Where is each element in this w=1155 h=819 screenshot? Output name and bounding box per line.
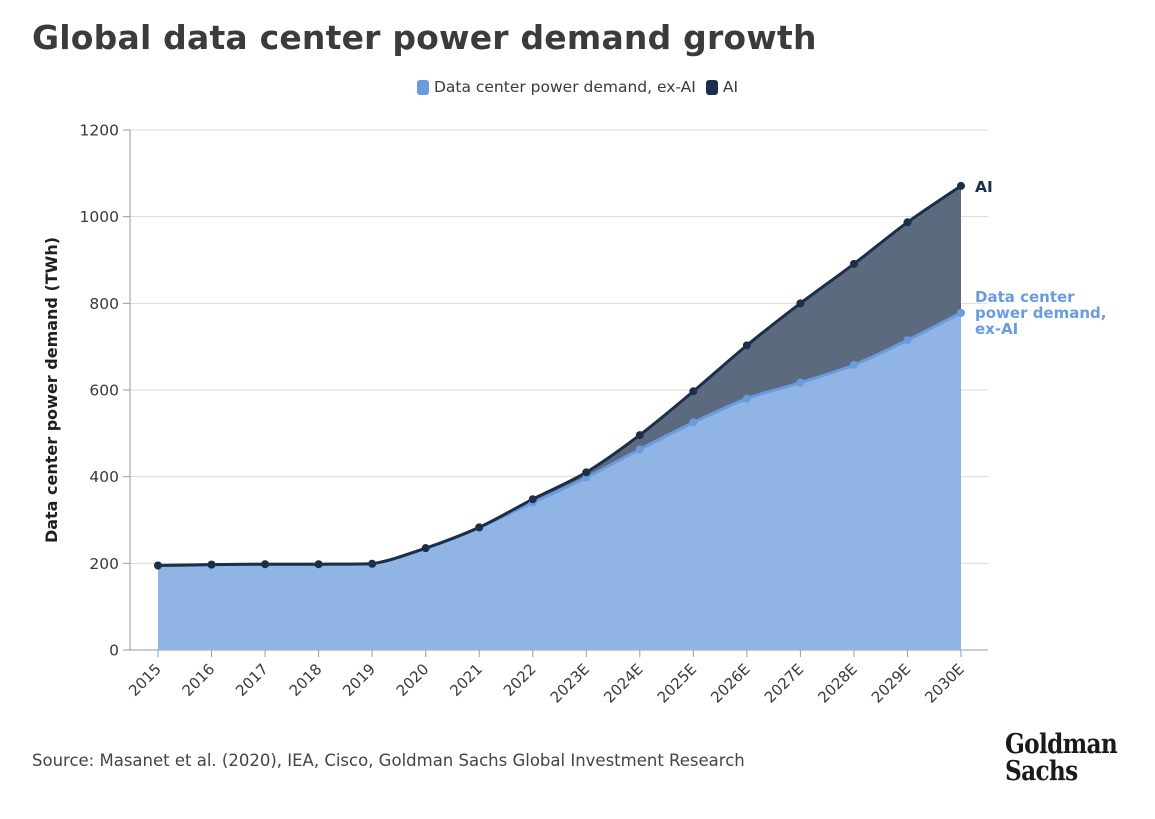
y-axis-title: Data center power demand (TWh) (42, 237, 61, 543)
x-tick-label: 2026E (707, 660, 753, 706)
logo-line-2: Sachs (1005, 756, 1078, 787)
x-tick-label: 2015 (125, 660, 165, 700)
x-tick-label: 2024E (600, 660, 646, 706)
x-tick-label: 2017 (232, 660, 272, 700)
point-ai-2016 (207, 560, 216, 569)
logo-line-1: Goldman (1005, 729, 1118, 760)
point-ai-2018 (314, 560, 323, 569)
point-ex-ai-2027E (796, 378, 805, 387)
end-label-ai: AI (975, 178, 993, 196)
point-ai-2019 (368, 559, 377, 568)
point-ex-ai-2024E (635, 445, 644, 454)
goldman-sachs-logo: Goldman Sachs (1005, 729, 1118, 787)
y-tick-label: 1000 (80, 208, 119, 226)
x-tick-label: 2023E (547, 660, 593, 706)
legend: Data center power demand, ex-AI AI (0, 78, 1155, 96)
point-ex-ai-2029E (903, 336, 912, 345)
y-tick-label: 800 (89, 295, 119, 313)
point-ai-2021 (475, 523, 484, 532)
source-note: Source: Masanet et al. (2020), IEA, Cisc… (32, 751, 745, 770)
legend-swatch-ai (705, 79, 718, 95)
point-ex-ai-2030E (957, 308, 965, 317)
area-ex-ai (158, 312, 961, 650)
point-ai-2029E (903, 218, 912, 227)
y-tick-label: 1200 (80, 122, 119, 140)
x-tick-label: 2025E (654, 660, 700, 706)
x-tick-label: 2028E (814, 660, 860, 706)
point-ex-ai-2025E (689, 418, 698, 427)
x-tick-label: 2018 (286, 660, 326, 700)
point-ai-2024E (635, 431, 644, 440)
x-tick-label: 2027E (761, 660, 807, 706)
legend-label-ex-ai: Data center power demand, ex-AI (433, 78, 696, 96)
legend-swatch-ex-ai (416, 79, 429, 95)
y-tick-label: 200 (89, 555, 119, 573)
y-tick-label: 400 (89, 468, 119, 486)
point-ai-2026E (742, 341, 751, 350)
x-tick-label: 2016 (179, 660, 219, 700)
point-ai-2025E (689, 387, 698, 396)
y-tick-label: 0 (109, 642, 119, 660)
point-ai-2028E (849, 259, 858, 268)
x-tick-label: 2022 (500, 660, 540, 700)
x-tick-label: 2021 (446, 660, 486, 700)
x-tick-label: 2030E (921, 660, 967, 706)
legend-label-ai: AI (722, 78, 739, 96)
point-ex-ai-2028E (849, 360, 858, 369)
point-ex-ai-2026E (742, 394, 751, 403)
point-ai-2015 (154, 561, 162, 570)
y-tick-label: 600 (89, 382, 119, 400)
x-tick-label: 2029E (868, 660, 914, 706)
point-ai-2030E (957, 181, 965, 190)
legend-item-ex-ai: Data center power demand, ex-AI (416, 78, 696, 96)
point-ai-2017 (261, 560, 270, 569)
point-ai-2027E (796, 299, 805, 308)
chart-title: Global data center power demand growth (32, 18, 817, 57)
point-ai-2022 (528, 495, 537, 504)
x-tick-label: 2020 (393, 660, 433, 700)
end-label-ex-ai: Data center power demand, ex-AI (975, 288, 1106, 338)
legend-item-ai: AI (705, 78, 739, 96)
point-ai-2023E (582, 468, 591, 477)
x-tick-label: 2019 (339, 660, 379, 700)
point-ai-2020 (421, 544, 430, 553)
